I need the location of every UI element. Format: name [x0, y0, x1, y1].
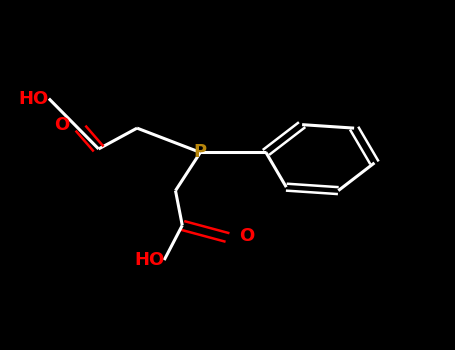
Text: O: O: [239, 227, 254, 245]
Text: HO: HO: [134, 251, 164, 269]
Text: HO: HO: [19, 90, 49, 107]
Text: O: O: [54, 116, 69, 134]
Text: P: P: [194, 144, 207, 161]
